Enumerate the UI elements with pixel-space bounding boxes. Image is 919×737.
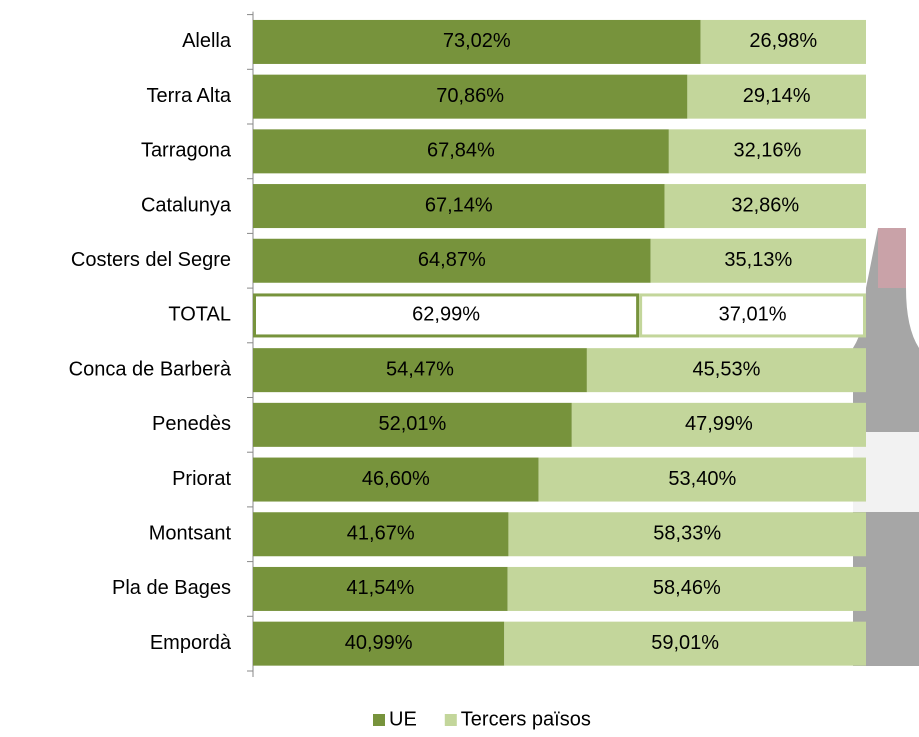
- category-label: TOTAL: [168, 304, 231, 326]
- value-label: 52,01%: [378, 413, 446, 435]
- bar-segment: [508, 512, 866, 557]
- value-label: 54,47%: [386, 358, 454, 380]
- value-label: 47,99%: [685, 413, 753, 435]
- value-label: 37,01%: [719, 304, 787, 326]
- legend-swatch: [444, 714, 457, 726]
- bar-segment: [700, 19, 866, 64]
- category-label: Catalunya: [141, 194, 232, 216]
- bar-segment: [253, 566, 508, 611]
- value-label: 41,54%: [346, 577, 414, 599]
- value-label: 46,60%: [362, 468, 430, 490]
- value-label: 53,40%: [668, 468, 736, 490]
- value-label: 58,46%: [653, 577, 721, 599]
- value-label: 58,33%: [653, 523, 721, 545]
- value-label: 29,14%: [743, 85, 811, 107]
- category-label: Costers del Segre: [71, 249, 231, 271]
- category-label: Priorat: [172, 468, 231, 490]
- value-label: 73,02%: [443, 30, 511, 52]
- category-label: Tarragona: [141, 140, 232, 162]
- bar-segment: [504, 621, 866, 666]
- bar-segment: [253, 293, 640, 338]
- bar-segment: [650, 238, 866, 283]
- value-label: 45,53%: [693, 358, 761, 380]
- legend-swatch: [373, 714, 385, 726]
- bar-segment: [253, 402, 572, 447]
- value-label: 67,14%: [425, 194, 493, 216]
- bar-segment: [253, 129, 669, 174]
- category-label: Terra Alta: [147, 85, 232, 107]
- category-label: Alella: [182, 30, 232, 52]
- legend-label: UE: [389, 708, 417, 730]
- bar-segment: [668, 129, 866, 174]
- bar-segment: [538, 457, 866, 502]
- bar-segment: [586, 348, 866, 393]
- bar-segment: [253, 238, 651, 283]
- bar-segment: [253, 19, 701, 64]
- bar-segment: [253, 184, 665, 229]
- bar-segment: [664, 184, 866, 229]
- value-label: 67,84%: [427, 140, 495, 162]
- category-label: Pla de Bages: [112, 577, 231, 599]
- value-label: 32,16%: [734, 140, 802, 162]
- bar-segment: [507, 566, 866, 611]
- bar-segment: [253, 348, 587, 393]
- bar-segment: [253, 512, 509, 557]
- category-label: Empordà: [150, 632, 232, 654]
- bar-segment: [253, 621, 505, 666]
- value-label: 35,13%: [724, 249, 792, 271]
- value-label: 62,99%: [412, 304, 480, 326]
- bar-segment: [253, 457, 539, 502]
- value-label: 70,86%: [436, 85, 504, 107]
- value-label: 41,67%: [347, 523, 415, 545]
- value-label: 26,98%: [749, 30, 817, 52]
- bar-segment: [687, 74, 866, 119]
- bar-segment: [253, 74, 688, 119]
- category-label: Conca de Barberà: [69, 358, 232, 380]
- value-label: 40,99%: [345, 632, 413, 654]
- category-label: Montsant: [149, 523, 232, 545]
- bar-segment: [571, 402, 866, 447]
- value-label: 59,01%: [651, 632, 719, 654]
- bar-segment: [639, 293, 867, 338]
- value-label: 64,87%: [418, 249, 486, 271]
- legend-label: Tercers països: [461, 708, 591, 730]
- category-label: Penedès: [152, 413, 231, 435]
- value-label: 32,86%: [731, 194, 799, 216]
